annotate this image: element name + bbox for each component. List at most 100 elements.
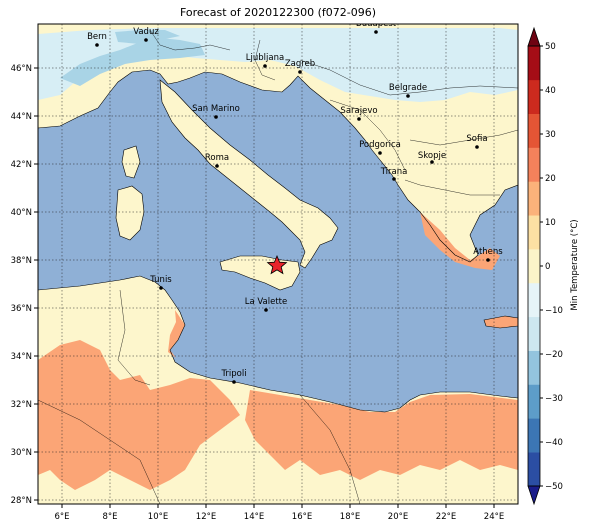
city-sofia: Sofia bbox=[466, 134, 488, 149]
gridlines bbox=[38, 24, 518, 504]
svg-text:8°E: 8°E bbox=[102, 512, 117, 522]
y-tick: 28°N bbox=[11, 496, 38, 506]
x-tick: 10°E bbox=[148, 504, 168, 522]
colorbar-tick-label: 0 bbox=[545, 262, 550, 272]
svg-text:Ljubljana: Ljubljana bbox=[246, 53, 284, 63]
svg-text:38°N: 38°N bbox=[11, 256, 32, 266]
city-roma: Roma bbox=[205, 153, 229, 168]
greece-warm-coast bbox=[420, 212, 500, 270]
crete-land bbox=[484, 316, 518, 328]
city-athens: Athens bbox=[473, 247, 503, 262]
city-sarajevo: Sarajevo bbox=[340, 106, 378, 121]
colorbar-segment bbox=[528, 452, 540, 487]
svg-text:6°E: 6°E bbox=[54, 512, 69, 522]
city-markers: Budapest Vaduz Bern Ljubljana Zagreb Bel… bbox=[87, 19, 503, 384]
svg-text:Tirana: Tirana bbox=[380, 167, 408, 177]
colorbar-tick-label: 40 bbox=[545, 86, 556, 96]
y-tick: 42°N bbox=[11, 160, 38, 170]
y-tick: 30°N bbox=[11, 448, 38, 458]
x-tick: 6°E bbox=[54, 504, 70, 522]
svg-text:Vaduz: Vaduz bbox=[133, 27, 159, 37]
africa-hot-zone bbox=[38, 340, 240, 490]
svg-text:36°N: 36°N bbox=[11, 304, 32, 314]
colorbar-tick-label: −20 bbox=[545, 350, 563, 360]
colorbar-segment bbox=[528, 249, 540, 284]
svg-text:San Marino: San Marino bbox=[192, 104, 240, 114]
x-axis-ticks: 6°E 8°E 10°E 12°E 14°E 16°E 18°E 20°E 22… bbox=[54, 504, 504, 522]
y-tick: 38°N bbox=[11, 256, 38, 266]
colorbar-tick-label: −50 bbox=[545, 482, 563, 492]
map-plot-area: Budapest Vaduz Bern Ljubljana Zagreb Bel… bbox=[38, 19, 518, 504]
svg-text:18°E: 18°E bbox=[340, 512, 360, 522]
map-frame bbox=[37, 23, 519, 505]
svg-text:30°N: 30°N bbox=[11, 448, 32, 458]
colorbar-segment bbox=[528, 46, 540, 81]
city-tripoli: Tripoli bbox=[220, 369, 247, 384]
city-belgrade: Belgrade bbox=[389, 83, 427, 98]
svg-text:42°N: 42°N bbox=[11, 160, 32, 170]
map-title: Forecast of 2020122300 (f072-096) bbox=[179, 6, 377, 19]
svg-text:22°E: 22°E bbox=[436, 512, 456, 522]
svg-text:44°N: 44°N bbox=[11, 112, 32, 122]
x-tick: 24°E bbox=[484, 504, 504, 522]
colorbar-segment bbox=[528, 282, 540, 318]
svg-text:Zagreb: Zagreb bbox=[285, 59, 315, 69]
colorbar: 50 40 30 20 10 0 −10 −20 −30 −40 −50 bbox=[527, 26, 563, 506]
city-ljubljana: Ljubljana bbox=[246, 53, 284, 68]
y-tick: 40°N bbox=[11, 208, 38, 218]
city-tunis: Tunis bbox=[149, 275, 172, 290]
svg-text:La Valette: La Valette bbox=[245, 297, 288, 307]
colorbar-segment bbox=[528, 316, 540, 351]
y-tick: 32°N bbox=[11, 400, 38, 410]
colorbar-tick-label: 20 bbox=[545, 174, 556, 184]
colorbar-segment bbox=[528, 384, 540, 419]
y-axis-ticks: 46°N 44°N 42°N 40°N 38°N 36°N 34°N 32°N … bbox=[11, 64, 38, 506]
svg-text:40°N: 40°N bbox=[11, 208, 32, 218]
svg-text:10°E: 10°E bbox=[148, 512, 168, 522]
x-tick: 16°E bbox=[292, 504, 312, 522]
svg-text:24°E: 24°E bbox=[484, 512, 504, 522]
y-tick: 34°N bbox=[11, 352, 38, 362]
alps-cool-zone bbox=[115, 30, 180, 44]
svg-text:Budapest: Budapest bbox=[356, 19, 397, 29]
svg-text:Athens: Athens bbox=[473, 247, 503, 257]
colorbar-segment bbox=[528, 418, 540, 453]
svg-text:Bern: Bern bbox=[87, 32, 107, 42]
city-san-marino: San Marino bbox=[192, 104, 240, 119]
y-tick: 46°N bbox=[11, 64, 38, 74]
x-tick: 20°E bbox=[388, 504, 408, 522]
colorbar-tick-label: 30 bbox=[545, 130, 556, 140]
y-tick: 36°N bbox=[11, 304, 38, 314]
city-bern: Bern bbox=[87, 32, 107, 47]
colorbar-segment bbox=[528, 181, 540, 216]
svg-text:Skopje: Skopje bbox=[418, 151, 446, 161]
svg-text:Podgorica: Podgorica bbox=[359, 140, 401, 150]
svg-text:14°E: 14°E bbox=[244, 512, 264, 522]
svg-text:46°N: 46°N bbox=[11, 64, 32, 74]
city-zagreb: Zagreb bbox=[285, 59, 315, 74]
colorbar-min-extend bbox=[527, 485, 541, 506]
x-tick: 8°E bbox=[102, 504, 118, 522]
location-star-marker bbox=[266, 254, 288, 275]
city-budapest: Budapest bbox=[356, 19, 397, 34]
city-skopje: Skopje bbox=[418, 151, 446, 164]
svg-text:Belgrade: Belgrade bbox=[389, 83, 427, 93]
x-tick: 12°E bbox=[196, 504, 216, 522]
svg-text:12°E: 12°E bbox=[196, 512, 216, 522]
svg-text:Sofia: Sofia bbox=[466, 134, 487, 144]
svg-text:Roma: Roma bbox=[205, 153, 229, 163]
y-tick: 44°N bbox=[11, 112, 38, 122]
svg-text:28°N: 28°N bbox=[11, 496, 32, 506]
svg-text:16°E: 16°E bbox=[292, 512, 312, 522]
sardinia-land bbox=[116, 186, 144, 240]
corsica-land bbox=[122, 146, 140, 178]
x-tick: 14°E bbox=[244, 504, 264, 522]
x-tick: 22°E bbox=[436, 504, 456, 522]
colorbar-segment bbox=[528, 350, 540, 385]
africa-hot-zone bbox=[245, 390, 518, 480]
colorbar-tick-label: −10 bbox=[545, 306, 563, 316]
colorbar-label: Min Temperature (°C) bbox=[570, 219, 580, 310]
colorbar-segment bbox=[528, 79, 540, 114]
city-la-valette: La Valette bbox=[245, 297, 288, 312]
